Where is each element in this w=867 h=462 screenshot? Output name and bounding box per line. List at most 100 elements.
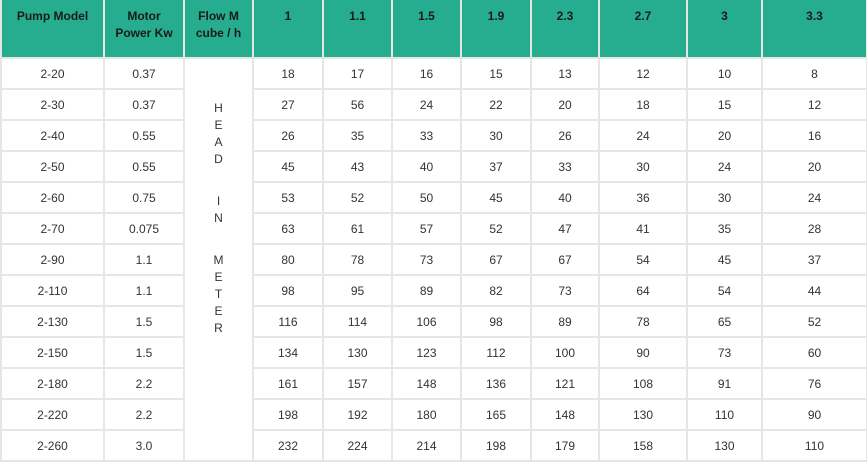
header-flow-value: 2.7 [598,0,688,59]
cell-head-value: 54 [686,274,763,307]
cell-head-value: 15 [460,57,532,90]
cell-motor-power: 0.75 [103,181,185,214]
cell-head-value: 60 [761,336,867,369]
cell-head-value: 50 [391,181,462,214]
cell-head-value: 198 [252,398,324,431]
vertical-letter: A [214,135,223,149]
table-row: 2-20 0.37 H E A D I N M E T E R 18 17 16 15 13 12 10 8 [0,57,867,462]
cell-head-value: 214 [391,429,462,462]
vertical-letter: T [214,287,223,301]
table-row: 2-150 1.5 134 130 123 112 100 90 73 60 [0,336,867,369]
table-row: 2-60 0.75 53 52 50 45 40 36 30 24 [0,181,867,214]
cell-head-value: 110 [761,429,867,462]
cell-head-value: 36 [598,181,688,214]
cell-pump-model: 2-20 [0,57,105,90]
cell-head-value: 90 [598,336,688,369]
cell-head-value: 136 [460,367,532,400]
cell-head-value: 24 [598,119,688,152]
cell-pump-model: 2-150 [0,336,105,369]
header-flow-value: 2.3 [530,0,600,59]
cell-head-value: 45 [252,150,324,183]
cell-head-value: 40 [391,150,462,183]
cell-head-value: 108 [598,367,688,400]
cell-head-value: 89 [391,274,462,307]
cell-head-value: 158 [598,429,688,462]
cell-head-value: 98 [460,305,532,338]
vertical-letter: E [214,304,223,318]
cell-head-value: 224 [322,429,393,462]
cell-pump-model: 2-260 [0,429,105,462]
cell-head-value: 27 [252,88,324,121]
header-flow-value: 3 [686,0,763,59]
cell-head-value: 53 [252,181,324,214]
cell-head-value: 45 [686,243,763,276]
cell-head-value: 54 [598,243,688,276]
cell-head-value: 73 [686,336,763,369]
cell-head-value: 33 [530,150,600,183]
table-row: 2-50 0.55 45 43 40 37 33 30 24 20 [0,150,867,183]
header-flow-value: 1.5 [391,0,462,59]
cell-pump-model: 2-130 [0,305,105,338]
cell-motor-power: 1.1 [103,243,185,276]
cell-head-value: 15 [686,88,763,121]
cell-head-value: 20 [686,119,763,152]
cell-head-value: 110 [686,398,763,431]
cell-head-value: 45 [460,181,532,214]
cell-motor-power: 2.2 [103,367,185,400]
cell-head-value: 24 [391,88,462,121]
cell-head-value: 52 [460,212,532,245]
vertical-letter: I [216,194,221,208]
cell-head-value: 30 [686,181,763,214]
cell-head-value: 40 [530,181,600,214]
cell-head-value: 37 [460,150,532,183]
cell-head-value: 130 [322,336,393,369]
header-flow-value: 1.1 [322,0,393,59]
cell-motor-power: 1.5 [103,305,185,338]
cell-pump-model: 2-110 [0,274,105,307]
cell-head-value: 121 [530,367,600,400]
cell-head-value: 192 [322,398,393,431]
cell-head-value: 232 [252,429,324,462]
cell-head-value: 91 [686,367,763,400]
cell-pump-model: 2-40 [0,119,105,152]
cell-head-value: 18 [598,88,688,121]
vertical-letter: D [214,152,223,166]
cell-head-value: 157 [322,367,393,400]
cell-head-value: 17 [322,57,393,90]
cell-head-value: 52 [322,181,393,214]
cell-head-value: 76 [761,367,867,400]
cell-head-value: 134 [252,336,324,369]
cell-head-value: 43 [322,150,393,183]
cell-head-value: 30 [598,150,688,183]
cell-head-value: 16 [391,57,462,90]
table-row: 2-130 1.5 116 114 106 98 89 78 65 52 [0,305,867,338]
cell-head-value: 12 [598,57,688,90]
header-flow-value: 1 [252,0,324,59]
cell-head-value: 37 [761,243,867,276]
cell-motor-power: 0.37 [103,57,185,90]
vertical-letter: M [213,253,224,267]
header-motor-power: Motor Power Kw [103,0,185,59]
cell-head-value: 44 [761,274,867,307]
cell-head-value: 33 [391,119,462,152]
cell-head-value: 114 [322,305,393,338]
cell-head-value: 22 [460,88,532,121]
cell-head-value: 16 [761,119,867,152]
cell-head-value: 80 [252,243,324,276]
cell-head-value: 82 [460,274,532,307]
cell-motor-power: 0.075 [103,212,185,245]
cell-head-value: 12 [761,88,867,121]
cell-head-value: 148 [391,367,462,400]
cell-head-value: 89 [530,305,600,338]
table-row: 2-90 1.1 80 78 73 67 67 54 45 37 [0,243,867,276]
vertical-letter: E [214,118,223,132]
cell-head-value: 10 [686,57,763,90]
cell-motor-power: 0.55 [103,150,185,183]
header-flow-value: 3.3 [761,0,867,59]
cell-head-value: 65 [686,305,763,338]
